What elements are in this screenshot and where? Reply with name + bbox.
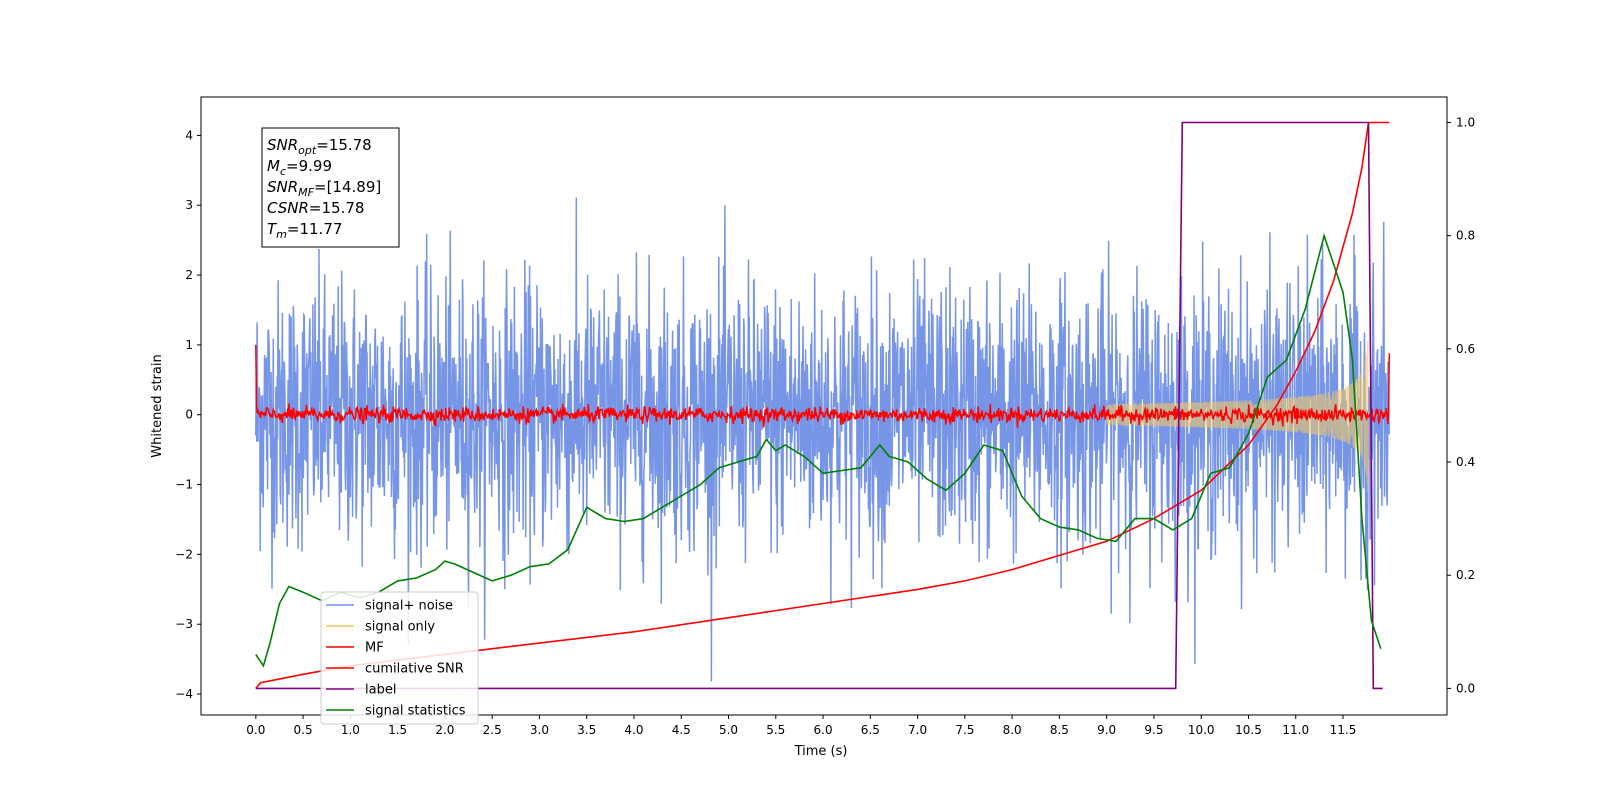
series-signal-noise-line [255,197,1391,682]
legend-label-signal-noise: signal+ noise [365,599,453,614]
annotation-box: SNRopt=15.78Mc=9.99SNRMF=[14.89]CSNR=15.… [261,127,400,248]
y-tick-label: −1 [175,478,193,492]
y2-tick-label: 0.0 [1456,681,1475,695]
y-tick-label: 3 [185,198,193,212]
y-axis: −4 −3 −2 −1 0 1 2 3 4 [175,128,201,701]
x-tick-label: 4.0 [624,723,643,737]
x-tick-label: 8.5 [1050,723,1069,737]
x-tick-label: 3.0 [530,723,549,737]
y-tick-label: 1 [185,338,193,352]
x-tick-label: 1.0 [341,723,360,737]
y2-tick-label: 1.0 [1456,115,1475,129]
annotation-line: Mc=9.99 [267,157,332,178]
y2-tick-label: 0.2 [1456,568,1475,582]
annotation-line: SNRopt=15.78 [267,136,372,157]
legend-label-mf: MF [365,641,384,656]
x-tick-label: 8.0 [1003,723,1022,737]
legend-label-signal-only: signal only [365,620,435,635]
series-signal-only-line [1106,340,1390,493]
y2-axis: 0.0 0.2 0.4 0.6 0.8 1.0 [1447,115,1475,695]
x-tick-label: 6.0 [814,723,833,737]
annotation-line: SNRMF=[14.89] [267,178,381,199]
series-label-line [255,121,1383,690]
axes-frame [200,96,1448,716]
series-signal-statistics-line [255,232,1382,668]
legend-frame [320,591,479,725]
x-tick-label: 0.0 [246,723,265,737]
legend: signal+ noise signal only MF cumilative SNR… [320,591,479,725]
x-axis-label: Time (s) [794,744,848,759]
x-tick-label: 10.0 [1188,723,1215,737]
y-tick-label: 4 [185,128,193,142]
x-tick-label: 2.5 [483,723,502,737]
x-tick-label: 2.0 [435,723,454,737]
legend-label-cumilative-snr: cumilative SNR [365,662,464,677]
x-tick-label: 5.5 [766,723,785,737]
y2-tick-label: 0.4 [1456,455,1475,469]
x-tick-label: 0.5 [294,723,313,737]
x-tick-label: 9.5 [1144,723,1163,737]
x-tick-label: 11.0 [1282,723,1309,737]
x-tick-label: 1.5 [388,723,407,737]
y2-tick-label: 0.6 [1456,342,1475,356]
x-tick-label: 6.5 [861,723,880,737]
y2-tick-label: 0.8 [1456,229,1475,243]
x-tick-label: 7.0 [908,723,927,737]
legend-label-signal-statistics: signal statistics [365,704,466,719]
x-tick-label: 3.5 [577,723,596,737]
x-tick-label: 5.0 [719,723,738,737]
x-tick-label: 9.0 [1097,723,1116,737]
x-axis: 0.0 0.5 1.0 1.5 2.0 2.5 3.0 3.5 4.0 4.5 5.0 5.5 6.0 6… [246,715,1356,737]
y-tick-label: −3 [175,617,193,631]
y-tick-label: 0 [185,408,193,422]
y-tick-label: −2 [175,547,193,561]
x-tick-label: 11.5 [1330,723,1357,737]
annotation-line: Tm=11.77 [267,220,342,241]
x-tick-label: 4.5 [672,723,691,737]
annotation-frame [261,127,400,248]
y-tick-label: 2 [185,268,193,282]
series-mf-line [255,344,1391,428]
y-axis-label: Whitened strain [150,354,165,457]
legend-label-label: label [365,683,396,698]
x-tick-label: 10.5 [1235,723,1262,737]
x-tick-label: 7.5 [955,723,974,737]
annotation-line: CSNR=15.78 [267,199,364,217]
y-tick-label: −4 [175,687,193,701]
